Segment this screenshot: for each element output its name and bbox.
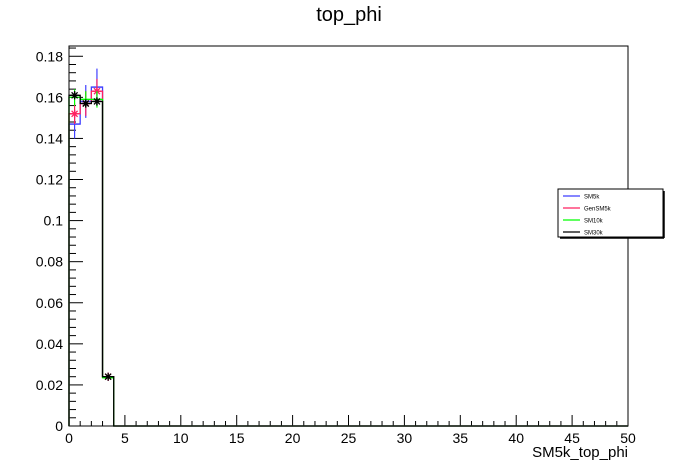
x-tick-label: 20 [285,430,301,446]
x-tick-label: 10 [173,430,189,446]
histogram-line [68,90,628,427]
x-tick-label: 35 [453,430,469,446]
plot-frame [68,45,629,427]
y-tick-label: 0.08 [36,254,63,270]
y-tick-label: 0.16 [36,89,63,105]
legend-entry: SM5k [584,195,600,201]
legend-entry: SM30k [584,231,604,237]
chart-title: top_phi [316,4,382,26]
data-point [81,99,90,108]
data-point [92,97,101,106]
series-SM30k [68,91,628,427]
legend-entry: SM10k [584,219,604,225]
x-tick-label: 30 [397,430,413,446]
series-SM10k [68,89,628,427]
y-tick-label: 0.1 [44,213,64,229]
data-point [104,372,113,381]
series-GenSM5k [68,78,628,427]
y-tick-label: 0.14 [36,130,63,146]
x-tick-label: 15 [229,430,245,446]
x-tick-label: 40 [508,430,524,446]
data-point [70,91,79,100]
x-tick-label: 50 [620,430,636,446]
x-tick-label: 0 [65,430,73,446]
y-tick-label: 0 [55,418,63,434]
y-tick-label: 0.02 [36,377,63,393]
histogram-line [68,94,628,427]
x-tick-label: 45 [564,430,580,446]
histogram-line [68,86,628,427]
y-tick-label: 0.18 [36,48,63,64]
y-tick-label: 0.12 [36,172,63,188]
x-axis-label: SM5k_top_phi [532,444,628,461]
x-tick-label: 25 [341,430,357,446]
legend-entry: GenSM5k [584,207,612,213]
histogram-line [68,96,628,427]
data-point [70,109,79,118]
legend-box [557,188,664,238]
y-tick-label: 0.06 [36,295,63,311]
x-tick-label: 5 [121,430,129,446]
series-SM5k [68,68,628,427]
y-tick-label: 0.04 [36,336,63,352]
